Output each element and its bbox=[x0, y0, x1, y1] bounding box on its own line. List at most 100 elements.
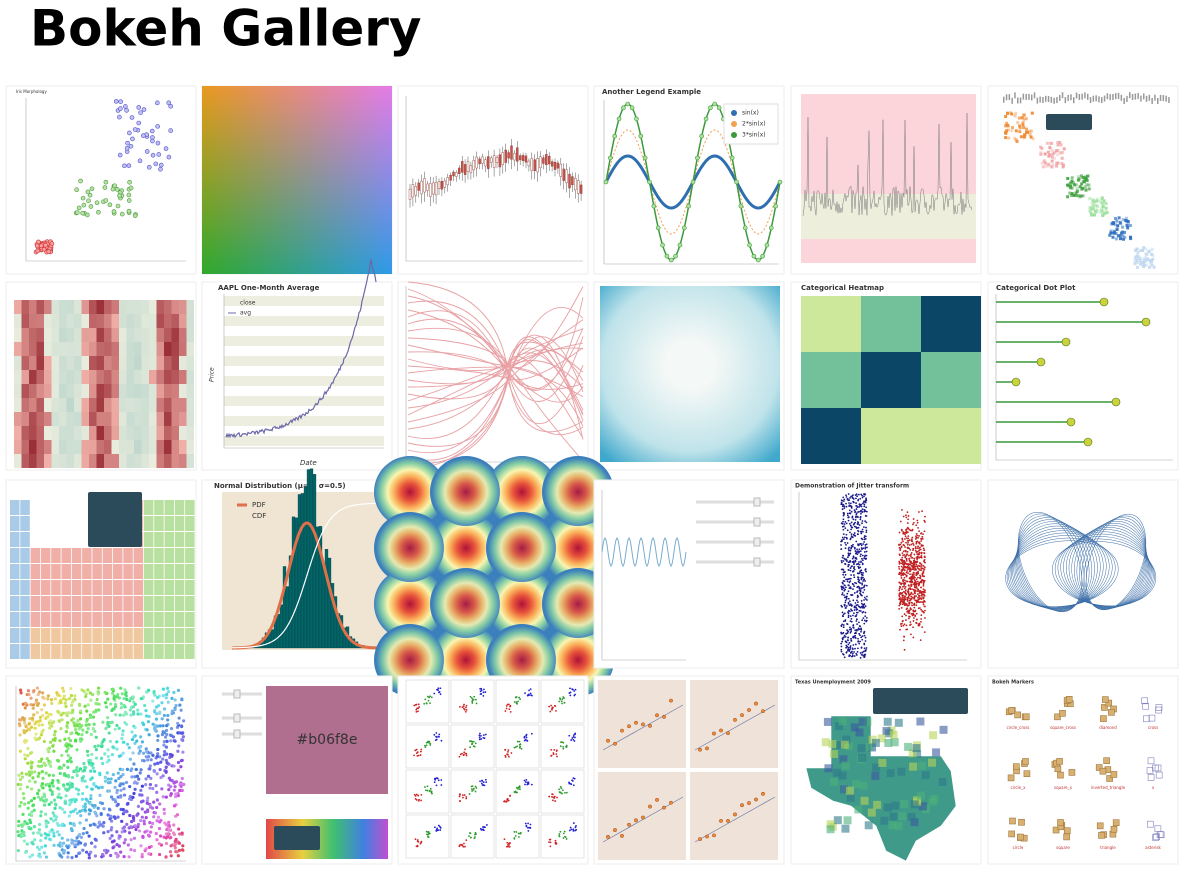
point bbox=[861, 528, 864, 531]
point bbox=[899, 582, 902, 585]
slider-handle[interactable] bbox=[753, 497, 761, 507]
slider-handle[interactable] bbox=[753, 557, 761, 567]
point bbox=[909, 555, 912, 558]
point bbox=[548, 705, 551, 708]
cell bbox=[1050, 159, 1054, 163]
cell bbox=[1098, 210, 1102, 214]
point bbox=[524, 822, 527, 825]
cell bbox=[126, 398, 134, 412]
point bbox=[860, 569, 863, 572]
point bbox=[698, 837, 702, 842]
point bbox=[482, 736, 485, 739]
point bbox=[71, 708, 75, 712]
element bbox=[143, 628, 154, 643]
point bbox=[58, 841, 62, 845]
point bbox=[858, 561, 860, 563]
point bbox=[860, 630, 862, 633]
slider-handle[interactable] bbox=[753, 517, 761, 527]
point bbox=[42, 794, 47, 798]
point bbox=[47, 802, 51, 807]
point bbox=[859, 592, 861, 595]
point bbox=[742, 225, 748, 231]
point bbox=[847, 590, 850, 593]
county bbox=[842, 735, 851, 744]
element bbox=[102, 628, 113, 643]
point bbox=[844, 601, 847, 604]
point bbox=[840, 648, 843, 651]
element bbox=[185, 564, 195, 579]
point bbox=[67, 814, 71, 818]
point bbox=[842, 620, 845, 623]
point bbox=[866, 595, 868, 598]
element bbox=[102, 596, 113, 611]
cell bbox=[59, 356, 67, 370]
point bbox=[841, 605, 843, 608]
point bbox=[123, 688, 127, 692]
point bbox=[470, 836, 472, 839]
point bbox=[911, 604, 913, 607]
point bbox=[82, 761, 86, 766]
point bbox=[914, 592, 916, 595]
cell bbox=[29, 398, 37, 412]
marker bbox=[1099, 767, 1107, 775]
cell bbox=[51, 412, 59, 426]
slider-handle[interactable] bbox=[233, 689, 241, 699]
slider-handle[interactable] bbox=[753, 537, 761, 547]
point bbox=[902, 532, 905, 534]
point bbox=[484, 778, 487, 781]
stream bbox=[407, 334, 584, 440]
point bbox=[176, 854, 180, 858]
bar bbox=[1017, 97, 1019, 104]
point bbox=[905, 571, 908, 574]
cell bbox=[1149, 259, 1153, 263]
bar bbox=[1073, 97, 1075, 104]
cell bbox=[1136, 260, 1140, 264]
point bbox=[862, 650, 865, 653]
point bbox=[93, 729, 97, 733]
point bbox=[119, 788, 123, 792]
point bbox=[917, 568, 920, 570]
point bbox=[508, 844, 510, 846]
element bbox=[174, 580, 185, 595]
cell bbox=[1150, 252, 1154, 256]
cell bbox=[179, 412, 187, 426]
point bbox=[140, 784, 144, 788]
point bbox=[168, 733, 173, 737]
point bbox=[119, 807, 123, 811]
point bbox=[909, 567, 912, 570]
point bbox=[122, 841, 126, 845]
point bbox=[712, 731, 716, 736]
point bbox=[44, 771, 48, 775]
point bbox=[425, 789, 427, 792]
point bbox=[858, 503, 861, 506]
point bbox=[132, 836, 137, 840]
point bbox=[121, 782, 125, 786]
point bbox=[916, 567, 919, 569]
point bbox=[862, 632, 865, 635]
point bbox=[181, 750, 185, 754]
cell bbox=[44, 328, 52, 342]
point bbox=[473, 695, 476, 698]
slider-handle[interactable] bbox=[233, 729, 241, 739]
point bbox=[167, 823, 171, 828]
point bbox=[553, 795, 556, 798]
point bbox=[917, 596, 919, 599]
point bbox=[855, 628, 858, 631]
point bbox=[864, 605, 867, 608]
point bbox=[847, 648, 849, 651]
point bbox=[903, 581, 906, 584]
element bbox=[30, 644, 41, 659]
cell bbox=[156, 412, 164, 426]
cell bbox=[1135, 254, 1139, 258]
point bbox=[178, 703, 182, 707]
bar bbox=[1036, 97, 1039, 104]
point bbox=[627, 822, 631, 827]
point bbox=[849, 603, 852, 606]
point bbox=[507, 799, 510, 802]
point bbox=[137, 777, 141, 781]
slider-handle[interactable] bbox=[233, 713, 241, 723]
point bbox=[473, 837, 476, 840]
point bbox=[863, 603, 866, 605]
point bbox=[761, 791, 765, 796]
label: square_x bbox=[1054, 785, 1073, 790]
